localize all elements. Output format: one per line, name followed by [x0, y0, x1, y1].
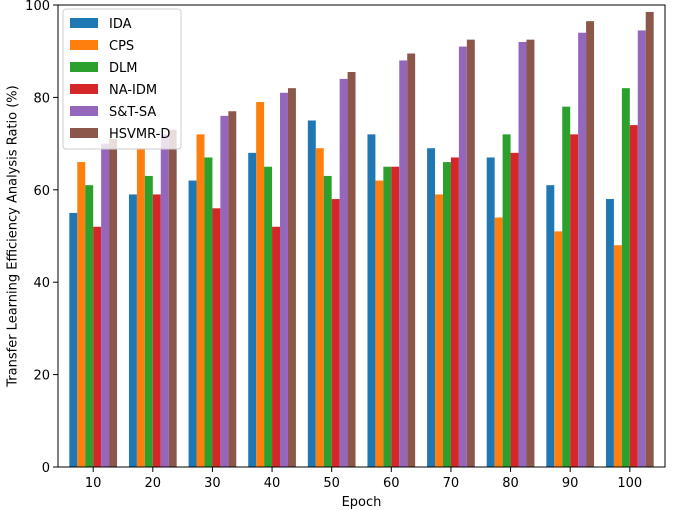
legend-swatch	[70, 18, 98, 28]
x-tick-label: 10	[85, 476, 102, 491]
bar-hsvmr-d-40	[287, 88, 296, 467]
plot-area-frame	[57, 4, 666, 468]
bar-dlm-100	[621, 88, 630, 467]
bar-na-idm-90	[570, 134, 579, 468]
bar-na-idm-40	[272, 226, 281, 467]
bar-hsvmr-d-70	[466, 39, 475, 468]
bar-ida-30	[188, 180, 197, 467]
y-tick-label: 40	[33, 276, 50, 291]
bar-dlm-10	[85, 185, 94, 467]
bar-cps-80	[494, 217, 503, 467]
y-tick-label: 100	[25, 0, 50, 14]
bar-ida-50	[307, 120, 316, 467]
x-tick-label: 30	[204, 476, 221, 491]
bar-dlm-80	[502, 134, 511, 468]
bar-cps-30	[196, 134, 205, 468]
bar-dlm-90	[562, 106, 571, 467]
bar-cps-20	[136, 148, 145, 467]
x-tick-label: 90	[562, 476, 579, 491]
bar-ida-60	[367, 134, 376, 468]
bar-na-idm-70	[450, 157, 459, 467]
bar-s-t-sa-80	[518, 41, 527, 468]
bar-ida-90	[546, 185, 555, 467]
bar-dlm-30	[204, 157, 213, 467]
bar-s-t-sa-20	[160, 134, 169, 468]
bar-na-idm-30	[212, 208, 221, 467]
bars-layer	[69, 11, 654, 468]
x-tick-label: 60	[383, 476, 400, 491]
legend-label: IDA	[109, 17, 132, 32]
x-axis-label: Epoch	[342, 495, 382, 510]
bar-ida-80	[486, 157, 495, 467]
x-tick-label: 80	[502, 476, 519, 491]
bar-s-t-sa-70	[458, 46, 467, 467]
bar-hsvmr-d-60	[407, 53, 416, 467]
bar-cps-40	[256, 102, 265, 468]
legend-swatch	[70, 84, 98, 94]
bar-na-idm-20	[152, 194, 161, 468]
bar-dlm-40	[264, 166, 273, 467]
bar-s-t-sa-40	[280, 92, 288, 467]
bar-s-t-sa-60	[399, 60, 408, 467]
legend-label: HSVMR-D	[109, 127, 170, 142]
bar-dlm-60	[383, 166, 392, 467]
bar-ida-70	[427, 148, 436, 467]
bar-hsvmr-d-90	[586, 21, 595, 467]
bar-s-t-sa-50	[339, 78, 348, 468]
legend-label: NA-IDM	[109, 83, 157, 98]
legend-label: S&T-SA	[109, 105, 156, 120]
bar-hsvmr-d-50	[347, 71, 356, 468]
x-tick-label: 40	[264, 476, 281, 491]
bar-hsvmr-d-100	[645, 11, 654, 468]
bar-cps-100	[613, 245, 622, 467]
bar-hsvmr-d-20	[168, 129, 177, 468]
bar-dlm-50	[323, 175, 332, 467]
bar-ida-20	[128, 194, 137, 468]
legend-label: DLM	[109, 61, 137, 76]
bar-s-t-sa-30	[220, 115, 229, 467]
y-axis-label: Transfer Learning Efficiency Analysis Ra…	[6, 85, 21, 387]
bar-hsvmr-d-10	[109, 138, 118, 468]
bar-s-t-sa-100	[637, 30, 646, 467]
legend: IDA CPS DLM NA-IDM S&T-SA HSVMR-D	[62, 8, 182, 150]
bar-na-idm-60	[391, 166, 400, 467]
bar-hsvmr-d-80	[526, 39, 535, 468]
y-tick-label: 0	[42, 461, 50, 476]
bar-cps-10	[77, 162, 86, 467]
x-tick-label: 70	[443, 476, 460, 491]
x-axis: 10 20 30 40 50 60 70 80 90 100	[85, 467, 642, 491]
legend-swatch	[70, 128, 98, 138]
legend-swatch	[70, 40, 98, 50]
bar-na-idm-80	[510, 152, 519, 467]
legend-swatch	[70, 62, 98, 72]
y-axis: 0 20 40 60 80 100	[25, 0, 58, 476]
y-tick-label: 60	[33, 184, 50, 199]
bar-na-idm-50	[331, 199, 340, 468]
x-tick-label: 50	[323, 476, 340, 491]
legend-swatch	[70, 106, 98, 116]
bar-cps-70	[435, 194, 443, 468]
bar-ida-40	[248, 152, 257, 467]
x-tick-label: 20	[145, 476, 162, 491]
legend-label: CPS	[109, 39, 134, 54]
bar-s-t-sa-90	[578, 32, 587, 467]
y-tick-label: 80	[33, 91, 50, 106]
bar-cps-60	[375, 180, 384, 467]
bar-dlm-70	[442, 162, 451, 467]
bar-na-idm-10	[93, 226, 102, 467]
bar-ida-10	[69, 212, 78, 467]
bar-s-t-sa-10	[101, 143, 110, 467]
bar-cps-90	[554, 231, 563, 467]
bar-cps-50	[315, 148, 324, 467]
bar-na-idm-100	[629, 125, 638, 468]
bar-hsvmr-d-30	[228, 111, 237, 467]
y-tick-label: 20	[33, 369, 50, 384]
bar-ida-100	[605, 199, 614, 468]
bar-dlm-20	[144, 175, 153, 467]
x-tick-label: 100	[617, 476, 642, 491]
